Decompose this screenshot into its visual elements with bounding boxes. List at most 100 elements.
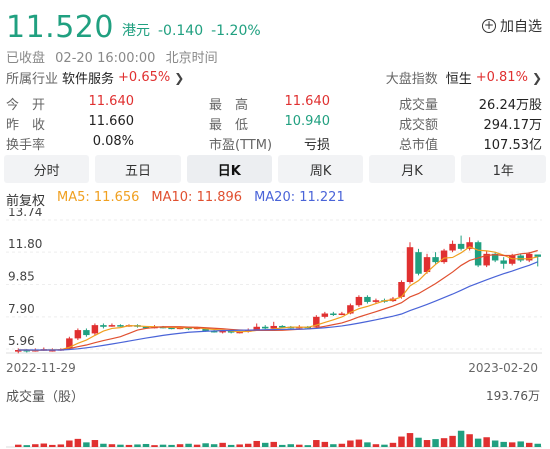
volume-bar [508, 442, 516, 447]
candle-body [364, 296, 371, 302]
volume-bar [91, 440, 99, 447]
volume-bar [74, 438, 82, 447]
stat-value: 107.53亿 [483, 138, 543, 153]
stat-label: 市盈(TTM) [209, 138, 273, 153]
volume-bar [66, 440, 73, 447]
tab-daily-k[interactable]: 日K [186, 155, 272, 183]
candle-body [168, 327, 175, 330]
adjust-mode[interactable]: 前复权 [6, 194, 46, 209]
volume-bar [142, 443, 150, 447]
industry-name: 软件服务 [62, 72, 115, 87]
candle-body [330, 313, 337, 316]
volume-bar [517, 441, 524, 447]
y-tick-label: 11.80 [8, 237, 42, 251]
candle-body [100, 325, 107, 327]
volume-bar [185, 443, 192, 447]
volume-bar [134, 444, 141, 447]
volume-bar [23, 445, 31, 447]
volume-bar [457, 430, 465, 447]
candle-body [66, 338, 73, 349]
volume-bar [151, 445, 158, 447]
volume-bar [261, 442, 269, 447]
candle-body [227, 330, 235, 333]
volume-bar [32, 444, 39, 447]
volume-bar [338, 443, 346, 447]
volume-bar [83, 442, 90, 447]
chevron-right-icon: ❯ [174, 70, 185, 85]
volume-bar [253, 440, 260, 447]
stat-value: 11.640 [88, 94, 135, 109]
volume-max: 193.76万 [486, 389, 540, 403]
volume-bar [432, 439, 439, 447]
kline-chart[interactable]: 13.74 11.80 9.85 7.90 5.96 [0, 208, 550, 358]
y-tick-label: 7.90 [8, 302, 35, 316]
candle-body [91, 325, 99, 334]
volume-bar [364, 442, 371, 447]
candle-body [83, 330, 90, 336]
candle-body [500, 260, 507, 264]
industry-link[interactable]: 所属行业 软件服务 +0.65% ❯ [6, 68, 184, 87]
tab-five-day[interactable]: 五日 [95, 155, 181, 183]
ma5-value: MA5: 11.656 [57, 190, 140, 205]
candle-body [49, 349, 56, 352]
candle-body [270, 325, 277, 329]
currency: 港元 [121, 23, 150, 39]
tab-monthly-k[interactable]: 月K [369, 155, 455, 183]
y-tick-label: 9.85 [8, 270, 35, 284]
tab-intraday[interactable]: 分时 [4, 155, 90, 183]
volume-bar [168, 444, 175, 447]
volume-label: 成交量（股） [6, 390, 85, 405]
index-pct: +0.81% [475, 70, 528, 85]
volume-bar [466, 434, 473, 447]
volume-bar [534, 443, 541, 447]
stat-value: 11.660 [88, 114, 135, 129]
volume-bar [270, 441, 277, 447]
candle-body [261, 326, 269, 329]
stat-label: 昨 收 [6, 118, 46, 133]
volume-bar [210, 444, 218, 447]
candle-body [483, 253, 490, 266]
stat-label: 总市值 [399, 138, 439, 153]
volume-bar [321, 441, 329, 447]
stat-label: 成交量 [399, 98, 439, 113]
add-watchlist-button[interactable]: + 加自选 [482, 16, 542, 36]
volume-bar [117, 444, 124, 447]
volume-bar [440, 438, 448, 447]
chevron-right-icon: ❯ [531, 70, 542, 85]
ma10-line [18, 249, 538, 351]
volume-bar [296, 444, 303, 447]
stat-value: 亏损 [303, 138, 330, 153]
tab-weekly-k[interactable]: 周K [277, 155, 364, 183]
tab-one-year[interactable]: 1年 [460, 155, 546, 183]
market-index-link[interactable]: 大盘指数 恒生 +0.81% ❯ [386, 68, 542, 87]
stat-value: 294.17万 [483, 118, 543, 133]
last-price: 11.520 [6, 10, 114, 45]
candle-body [508, 255, 516, 264]
candle-body [74, 330, 82, 339]
x-start-date: 2022-11-29 [6, 361, 76, 375]
candle-body [253, 326, 260, 331]
volume-bar [355, 439, 363, 447]
candle-body [15, 349, 22, 352]
volume-bar [40, 443, 48, 447]
quote-row: 11.520 港元 -0.140 -1.20% [6, 6, 261, 46]
volume-bar [381, 444, 388, 447]
stat-value: 11.640 [284, 94, 331, 109]
ma10-value: MA10: 11.896 [151, 190, 243, 205]
volume-bar [108, 444, 116, 447]
market-state: 已收盘 [6, 51, 46, 66]
quote-datetime: 02-20 16:00:00 [55, 51, 156, 66]
candle-body [321, 313, 329, 317]
volume-bar [219, 442, 226, 447]
stat-value: 0.08% [92, 134, 134, 149]
price-change-pct: -1.20% [211, 23, 261, 39]
volume-chart[interactable] [0, 402, 550, 449]
ma20-value: MA20: 11.221 [254, 190, 345, 205]
market-status: 已收盘 02-20 16:00:00 北京时间 [6, 47, 224, 66]
volume-bar [15, 444, 22, 447]
candle-body [449, 243, 456, 251]
stat-label: 今 开 [6, 98, 46, 113]
volume-bar [279, 444, 286, 447]
volume-bar [398, 436, 405, 447]
volume-bar [483, 437, 490, 447]
